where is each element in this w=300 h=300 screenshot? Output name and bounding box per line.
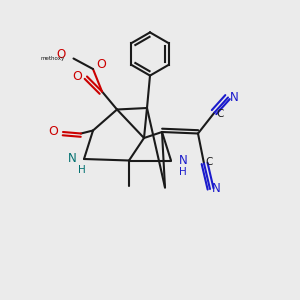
Text: N: N [212,182,220,196]
Text: C: C [216,109,224,119]
Text: O: O [73,70,82,83]
Text: O: O [57,48,66,62]
Text: methoxy: methoxy [41,56,65,61]
Text: N: N [68,152,76,166]
Text: O: O [49,125,58,139]
Text: O: O [97,58,106,71]
Text: H: H [179,167,187,177]
Text: N: N [230,91,238,104]
Text: H: H [78,165,86,176]
Text: C: C [206,157,213,167]
Text: N: N [178,154,187,167]
